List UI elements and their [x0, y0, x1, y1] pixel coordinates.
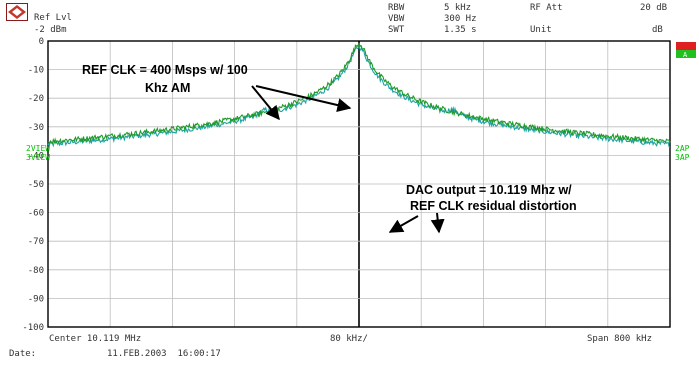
swt-label: SWT — [388, 25, 405, 35]
y-tick-labels: 0 -10 -20 -30 -40 -50 -60 -70 -80 -90 -100 — [22, 37, 44, 333]
y-tick-label: -90 — [28, 294, 44, 304]
traces — [47, 42, 671, 148]
y-tick-label: -20 — [28, 94, 44, 104]
y-tick-label: -70 — [28, 237, 44, 247]
side-label-3ap: 3AP — [675, 153, 690, 162]
marker-badge-green — [676, 50, 696, 58]
rf-att-label: RF Att — [530, 3, 563, 13]
y-tick-label: -80 — [28, 266, 44, 276]
trace-1 — [47, 43, 671, 148]
ref-level-value: -2 dBm — [34, 25, 67, 35]
graticule — [47, 40, 671, 328]
side-label-2ap: 2AP — [675, 144, 690, 153]
vbw-value: 300 Hz — [444, 14, 477, 24]
side-label-3view: 3VIEW — [26, 153, 50, 162]
annotation-arrow-2 — [255, 85, 352, 112]
rohde-schwarz-logo — [6, 3, 28, 21]
y-tick-label: -100 — [22, 323, 44, 333]
ref-level-label: Ref Lvl — [34, 13, 72, 23]
y-tick-label: 0 — [39, 37, 44, 47]
span-width: Span 800 kHz — [587, 334, 653, 344]
y-tick-label: -30 — [28, 123, 44, 133]
annotation-arrow-1 — [251, 85, 280, 121]
annotation-dac-line2: REF CLK residual distortion — [410, 199, 577, 213]
y-tick-label: -50 — [28, 180, 44, 190]
unit-label: Unit — [530, 25, 552, 35]
annotation-arrow-3 — [430, 212, 445, 234]
y-tick-label: -40 — [28, 151, 44, 161]
rbw-value: 5 kHz — [444, 3, 472, 13]
y-tick-label: -60 — [28, 209, 44, 219]
division-width: 80 kHz/ — [330, 334, 368, 344]
center-frequency: Center 10.119 MHz — [49, 334, 142, 344]
annotation-refclk-line2: Khz AM — [145, 81, 190, 95]
y-tick-label: -10 — [28, 66, 44, 76]
rf-att-value: 20 dB — [640, 3, 668, 13]
annotation-arrow-4 — [388, 215, 419, 233]
side-label-2view: 2VIEW — [26, 144, 50, 153]
rbw-label: RBW — [388, 3, 405, 13]
unit-value: dB — [652, 25, 663, 35]
annotation-refclk-line1: REF CLK = 400 Msps w/ 100 — [82, 63, 248, 77]
trace-2 — [47, 42, 671, 146]
vbw-label: VBW — [388, 14, 405, 24]
date-label: Date: — [9, 349, 37, 359]
annotation-dac-line1: DAC output = 10.119 Mhz w/ — [406, 183, 572, 197]
date-value: 11.FEB.2003 16:00:17 — [107, 349, 221, 359]
marker-badge-red — [676, 42, 696, 50]
marker-badge-label: A — [683, 51, 688, 59]
swt-value: 1.35 s — [444, 25, 477, 35]
plot-frame — [47, 40, 671, 328]
